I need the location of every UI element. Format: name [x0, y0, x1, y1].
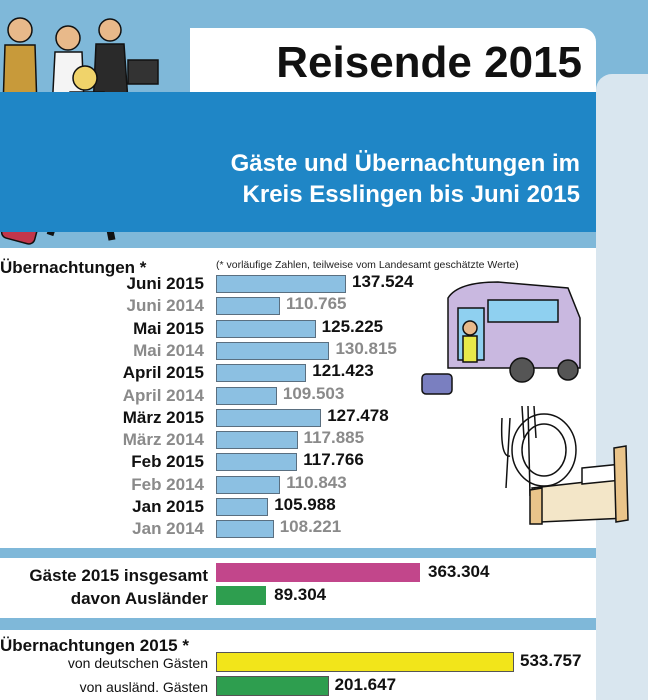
- category-label: April 2015: [122, 363, 204, 383]
- category-label: Jan 2014: [132, 519, 204, 539]
- page-title: Reisende 2015: [276, 38, 582, 87]
- data-label: 89.304: [274, 585, 327, 604]
- category-label: Feb 2014: [131, 474, 204, 494]
- data-label: 110.843: [286, 472, 347, 492]
- data-label: 363.304: [428, 562, 490, 581]
- data-label: 108.221: [279, 517, 342, 537]
- category-label: Juni 2014: [126, 296, 205, 316]
- category-label: Feb 2015: [131, 452, 204, 472]
- category-label: März 2014: [122, 430, 204, 450]
- bar: [216, 364, 307, 383]
- bar: [216, 652, 514, 672]
- data-label: 137.524: [352, 272, 414, 291]
- bar: [216, 475, 281, 494]
- bar: [216, 319, 316, 338]
- data-label: 533.757: [520, 651, 582, 670]
- category-label: Gäste 2015 insgesamt: [29, 566, 208, 585]
- data-label: 109.503: [282, 383, 345, 403]
- camper-illustration: [421, 281, 581, 395]
- data-label: 127.478: [327, 405, 389, 425]
- chart-note: (* vorläufige Zahlen, teilweise vom Land…: [216, 259, 519, 271]
- data-label: 121.423: [312, 361, 374, 381]
- data-label: 117.885: [303, 428, 365, 448]
- category-label: Juni 2015: [126, 274, 205, 293]
- bar: [216, 563, 420, 582]
- data-label: 130.815: [335, 338, 397, 358]
- bar: [216, 408, 322, 427]
- data-label: 110.765: [286, 294, 347, 314]
- bar: [216, 341, 330, 360]
- bar: [216, 453, 298, 472]
- category-label: Mai 2015: [133, 318, 204, 338]
- bar: [216, 586, 267, 605]
- bar: [216, 386, 277, 405]
- subtitle-box: Gäste und Übernachtungen im Kreis Esslin…: [0, 92, 596, 232]
- bar: [216, 498, 269, 516]
- bar: [216, 431, 298, 450]
- category-label: von deutschen Gästen: [67, 655, 208, 671]
- background-panel: [596, 74, 648, 700]
- monthly-chart-title: Übernachtungen *: [0, 258, 147, 277]
- bar: [216, 520, 274, 539]
- category-label: Mai 2014: [133, 340, 204, 360]
- data-label: 125.225: [321, 316, 384, 336]
- category-label: Jan 2015: [132, 497, 204, 516]
- category-label: April 2014: [122, 385, 204, 405]
- title-box: Reisende 2015: [190, 28, 596, 92]
- cutlery-bed-illustration: [500, 405, 629, 525]
- data-label: 105.988: [274, 495, 336, 514]
- category-label: von ausländ. Gästen: [79, 679, 208, 695]
- bar: [216, 676, 329, 696]
- overnight-chart-title: Übernachtungen 2015 *: [0, 636, 189, 655]
- category-label: März 2015: [122, 407, 204, 427]
- bar: [216, 275, 346, 293]
- data-label: 117.766: [303, 450, 364, 470]
- data-label: 201.647: [334, 675, 397, 694]
- bar: [216, 297, 280, 316]
- category-label: davon Ausländer: [70, 589, 208, 608]
- page-subtitle: Gäste und Übernachtungen im Kreis Esslin…: [230, 150, 580, 208]
